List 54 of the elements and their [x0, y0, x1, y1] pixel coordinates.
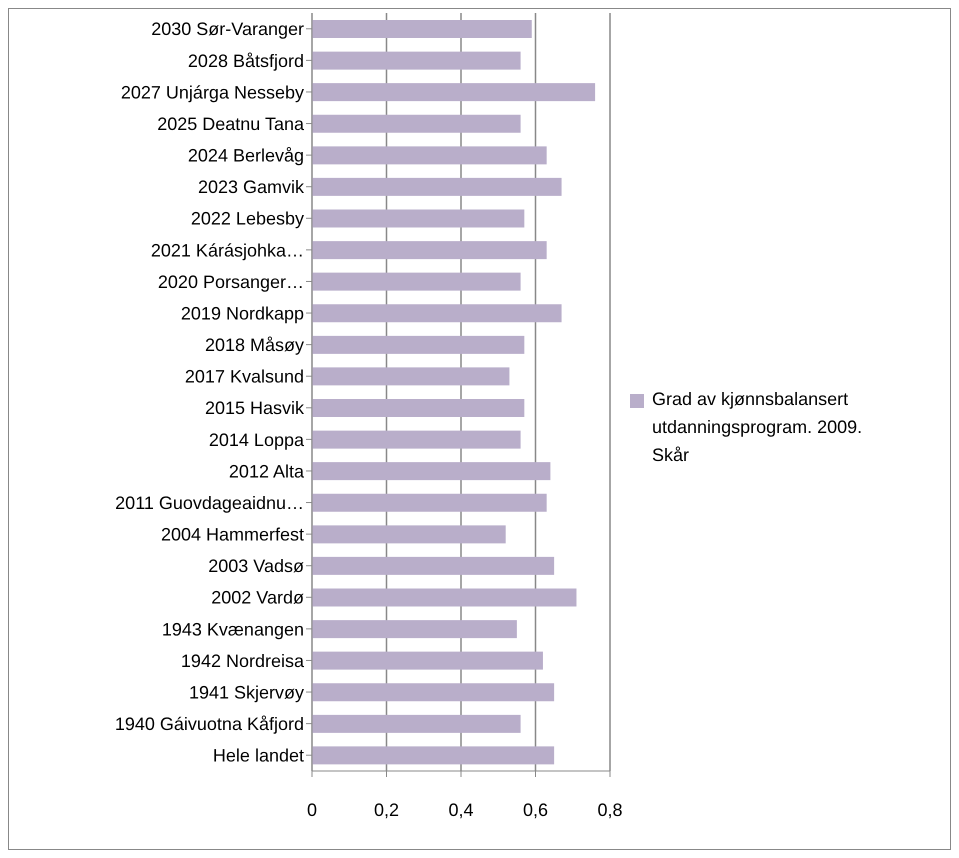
y-tick-label: 2002 Vardø	[211, 588, 304, 608]
x-tick-label: 0,2	[374, 800, 400, 820]
bar	[312, 494, 547, 512]
y-tick-label: 1941 Skjervøy	[188, 682, 304, 702]
bar	[312, 146, 547, 164]
y-tick-label: 2023 Gamvik	[198, 177, 305, 198]
y-tick-label: 2020 Porsanger…	[158, 272, 304, 292]
y-tick-label: 2017 Kvalsund	[184, 366, 304, 387]
bar	[312, 588, 576, 606]
y-tick-label: 2003 Vadsø	[208, 556, 304, 576]
y-tick-label: 2012 Alta	[228, 461, 305, 482]
bar	[312, 83, 596, 102]
bar	[312, 399, 524, 417]
y-tick-label: 2022 Lebesby	[190, 208, 304, 229]
y-tick-label: 2021 Kárásjohka…	[150, 240, 304, 260]
y-tick-label: 2014 Loppa	[208, 430, 305, 450]
bar	[312, 620, 517, 638]
bar	[312, 241, 547, 260]
y-tick-label: 1940 Gáivuotna Kåfjord	[114, 714, 304, 734]
bar	[312, 683, 554, 702]
bar	[312, 652, 543, 670]
y-tick-label: 2027 Unjárga Nesseby	[120, 82, 304, 102]
bar	[312, 20, 532, 38]
y-tick-label: 2030 Sør-Varanger	[151, 19, 304, 40]
bar	[312, 272, 521, 291]
bar	[312, 714, 521, 733]
bar	[312, 114, 521, 133]
bar	[312, 525, 506, 544]
bar	[312, 746, 554, 764]
bar	[312, 210, 524, 228]
y-tick-label: 2028 Båtsfjord	[188, 50, 304, 71]
bar	[312, 462, 550, 480]
x-tick-label: 0,8	[597, 800, 623, 820]
x-tick-label: 0,6	[522, 800, 548, 820]
bar	[312, 367, 510, 386]
bar	[312, 556, 554, 575]
y-tick-label: 2018 Måsøy	[204, 335, 304, 356]
y-tick-label: 1942 Nordreisa	[180, 650, 305, 671]
y-tick-label: 2024 Berlevåg	[188, 146, 304, 166]
x-tick-label: 0,4	[448, 800, 474, 820]
legend-label: Grad av kjønnsbalansert utdanningsprogram. 2009. Skår	[652, 388, 864, 467]
bar	[312, 304, 562, 322]
x-tick-label: 0	[306, 800, 318, 820]
y-tick-label: 2004 Hammerfest	[160, 524, 304, 545]
y-tick-label: 2015 Hasvik	[204, 398, 305, 418]
bar	[312, 336, 524, 354]
bar	[312, 52, 521, 70]
y-tick-label: 1943 Kvænangen	[162, 619, 304, 640]
bar	[312, 430, 521, 449]
y-tick-label: 2019 Nordkapp	[180, 303, 304, 324]
y-tick-label: 2011 Guovdageaidnu…	[115, 492, 304, 513]
y-tick-label: 2025 Deatnu Tana	[157, 114, 305, 134]
y-tick-label: Hele landet	[212, 746, 304, 766]
bar	[312, 178, 562, 196]
